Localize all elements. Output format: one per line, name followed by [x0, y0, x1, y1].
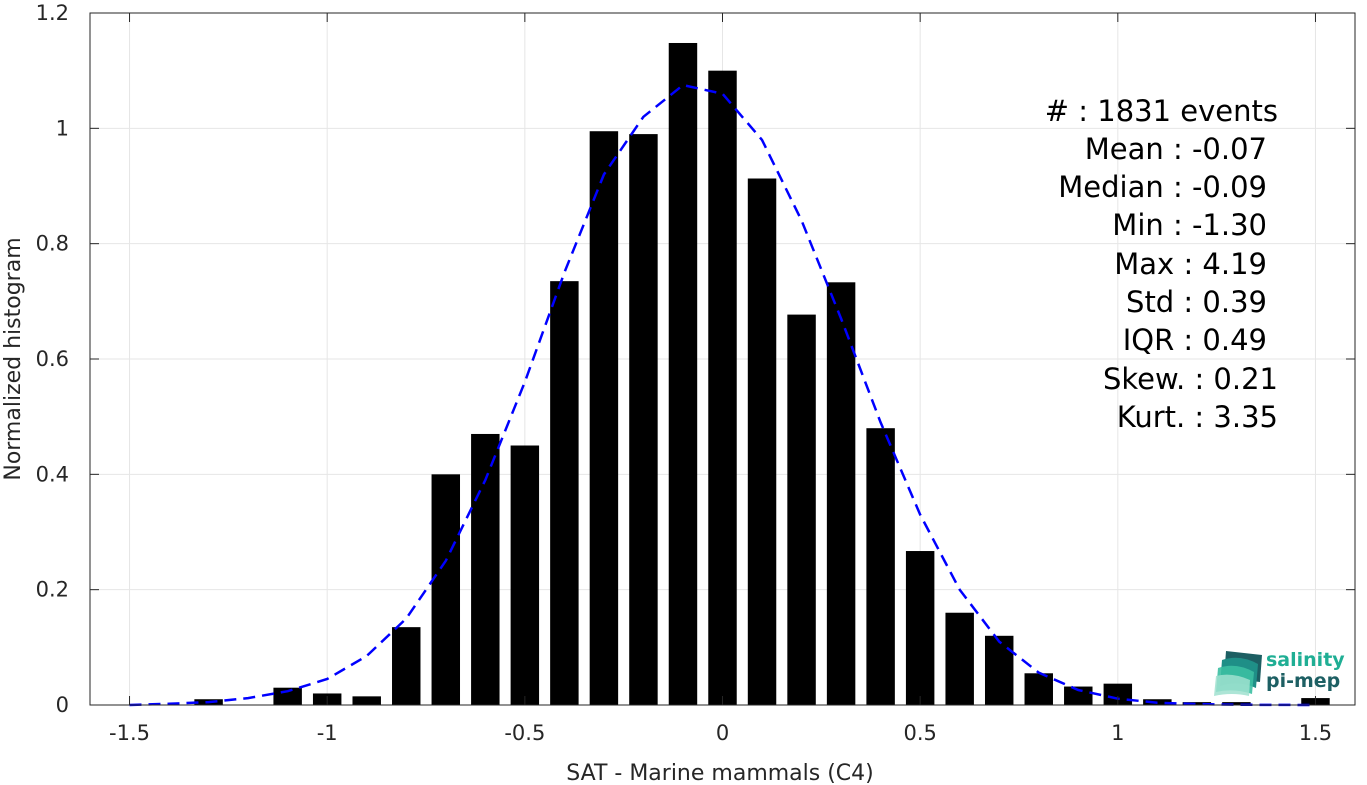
histogram-bar — [1024, 673, 1053, 705]
histogram-bar — [1064, 686, 1093, 705]
wave-logo-icon — [1214, 651, 1262, 696]
histogram-bar — [471, 433, 500, 705]
x-tick-label: 1.5 — [1299, 721, 1332, 745]
axes — [89, 12, 1356, 706]
y-tick-label: 1.2 — [36, 1, 69, 25]
histogram-bar — [352, 696, 381, 705]
y-tick-label: 0.4 — [36, 462, 69, 486]
histogram-bar — [550, 281, 579, 705]
x-tick-label: 0 — [716, 721, 729, 745]
y-tick-label: 0.6 — [36, 347, 69, 371]
stat-kurt: Kurt. : 3.35 — [1117, 400, 1278, 434]
x-axis-label: SAT - Marine mammals (C4) — [566, 761, 874, 785]
stat-iqr: IQR : 0.49 — [1123, 323, 1267, 357]
y-axis-label: Normalized histogram — [1, 237, 26, 480]
y-tick-label: 0.8 — [36, 232, 69, 256]
histogram-bar — [392, 627, 421, 705]
logo-text-pimep: pi-mep — [1266, 670, 1340, 692]
histogram-bar — [747, 178, 777, 706]
histogram-bar — [273, 687, 302, 705]
x-tick-label: -0.5 — [504, 721, 545, 745]
stat-median: Median : -0.09 — [1058, 170, 1267, 204]
histogram-bar — [708, 70, 737, 705]
y-tick-label: 1 — [56, 116, 69, 140]
stat-mean: Mean : -0.07 — [1085, 132, 1267, 166]
x-tick-label: -1 — [317, 721, 338, 745]
histogram-bar — [431, 474, 461, 705]
histogram-bar — [1103, 683, 1133, 705]
histogram-bar — [984, 635, 1014, 705]
x-tick-label: -1.5 — [109, 721, 150, 745]
y-tick-label: 0 — [56, 693, 69, 717]
stat-max: Max : 4.19 — [1114, 247, 1267, 281]
y-tick-label: 0.2 — [36, 578, 69, 602]
stat-events: # : 1831 events — [1045, 94, 1278, 128]
histogram-bar — [1182, 702, 1212, 705]
histogram-bar — [945, 612, 974, 705]
stat-min: Min : -1.30 — [1112, 208, 1267, 242]
histogram-bar — [589, 131, 619, 705]
histogram-bar — [510, 445, 540, 705]
x-tick-label: 0.5 — [903, 721, 936, 745]
histogram-bar — [866, 428, 895, 705]
stat-skew: Skew. : 0.21 — [1103, 362, 1278, 396]
histogram-bar — [905, 551, 935, 705]
histogram-bar — [629, 134, 658, 706]
histogram-bar — [787, 314, 816, 705]
histogram-bar — [1222, 702, 1251, 705]
histogram-bar — [826, 282, 856, 705]
histogram-bar — [668, 42, 698, 705]
salinity-pi-mep-logo: salinity pi-mep — [1214, 649, 1345, 696]
bars — [194, 42, 1330, 706]
stats-annotation: # : 1831 events Mean : -0.07 Median : -0… — [1045, 94, 1278, 434]
stat-std: Std : 0.39 — [1126, 285, 1267, 319]
tick-labels: -1.5 -1 -0.5 0 0.5 1 1.5 0 0.2 0.4 0.6 0.8 1 1.2 — [36, 1, 1333, 745]
logo-text-salinity: salinity — [1266, 649, 1345, 671]
x-tick-label: 1 — [1111, 721, 1124, 745]
